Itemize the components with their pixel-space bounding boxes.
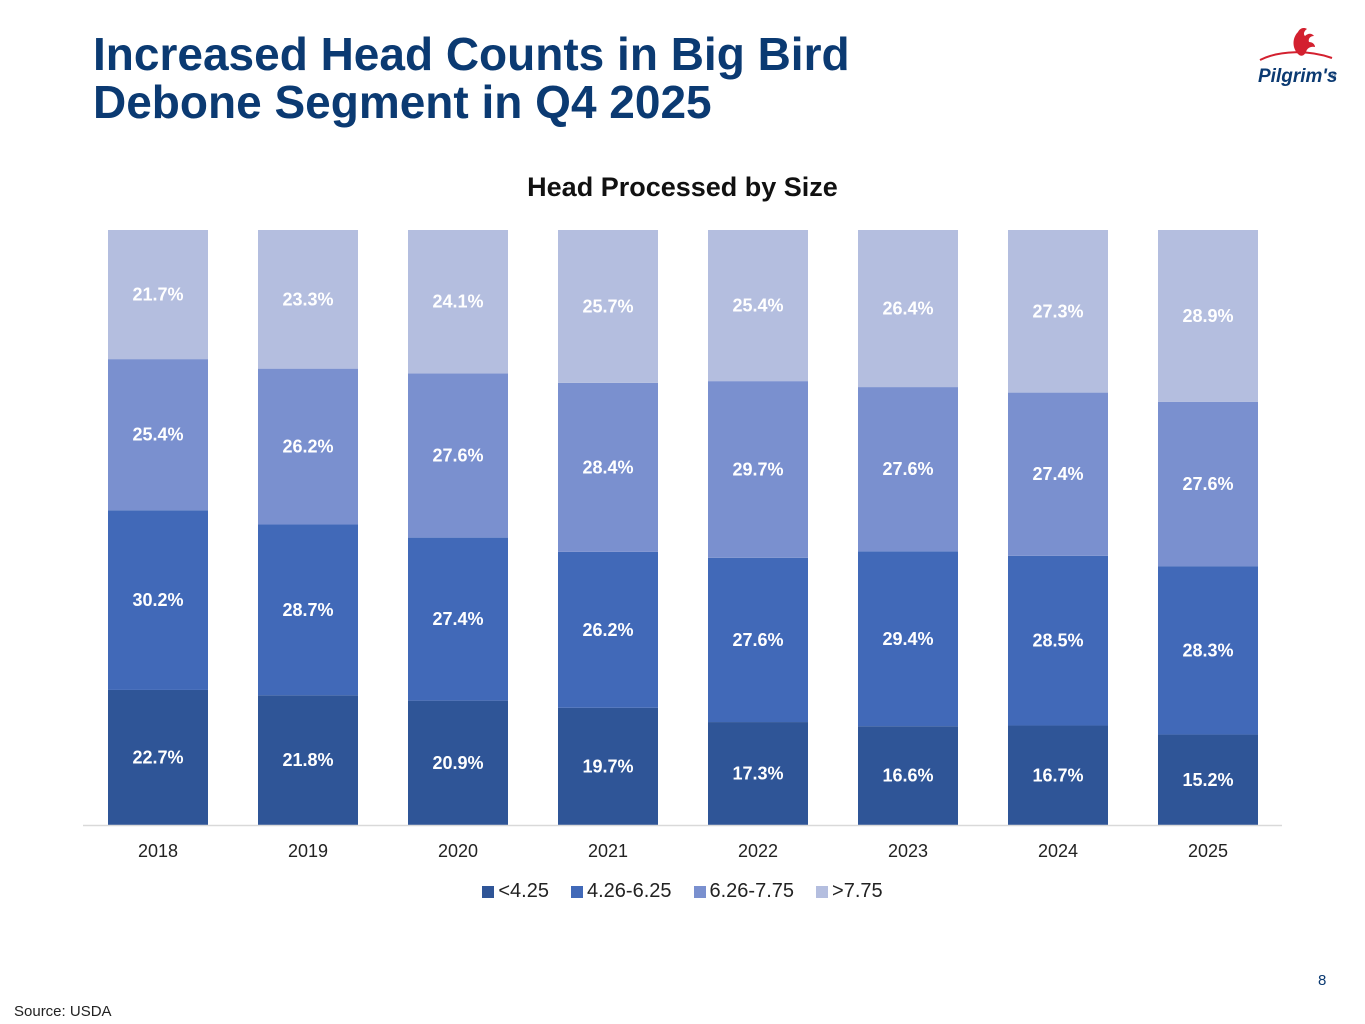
- chart-title: Head Processed by Size: [527, 172, 838, 202]
- slide-title-line-1: Increased Head Counts in Big Bird: [93, 28, 850, 80]
- legend-label: 4.26-6.25: [586, 880, 672, 902]
- chart-legend: <4.25 4.26-6.25 6.26-7.75 >7.75: [0, 880, 1365, 903]
- logo-wordmark: Pilgrim's: [1258, 66, 1338, 87]
- legend-swatch-icon: [482, 885, 495, 898]
- data-label: 27.6%: [432, 446, 483, 466]
- bar-2021-gt-7-75: [558, 230, 658, 383]
- bar-2020-4-26-6-25: [408, 537, 508, 701]
- pilgrims-logo: Pilgrim's ®: [1258, 28, 1338, 87]
- data-label: 26.2%: [282, 437, 333, 457]
- bar-2020-lt-4-25: [408, 700, 508, 825]
- slide-title: Increased Head Counts in Big Bird Debone…: [93, 30, 1093, 126]
- source-note: Source: USDA: [14, 1003, 112, 1020]
- bar-2023-4-26-6-25: [858, 551, 958, 727]
- bar-2025-6-26-7-75: [1158, 401, 1258, 567]
- data-label: 27.6%: [1182, 474, 1233, 494]
- data-label: 22.7%: [132, 747, 183, 767]
- x-tick-label: 2022: [738, 841, 778, 861]
- data-label: 19.7%: [582, 756, 633, 776]
- data-label: 23.3%: [282, 289, 333, 309]
- data-label: 27.6%: [882, 459, 933, 479]
- bar-2019-4-26-6-25: [258, 524, 358, 696]
- bar-2022-4-26-6-25: [708, 557, 808, 723]
- bar-2021-6-26-7-75: [558, 382, 658, 552]
- x-tick-label: 2025: [1188, 841, 1228, 861]
- data-label: 16.6%: [882, 766, 933, 786]
- bar-2023-6-26-7-75: [858, 387, 958, 552]
- bar-2018-4-26-6-25: [108, 510, 208, 690]
- bar-2023-gt-7-75: [858, 230, 958, 388]
- legend-item-4-26-6-25: 4.26-6.25: [570, 880, 672, 903]
- legend-item-lt-4-25: <4.25: [482, 880, 549, 903]
- legend-swatch-icon: [570, 885, 583, 898]
- x-tick-label: 2021: [588, 841, 628, 861]
- data-label: 21.7%: [132, 285, 183, 305]
- data-label: 27.3%: [1032, 301, 1083, 321]
- bar-2019-gt-7-75: [258, 230, 358, 369]
- legend-label: 6.26-7.75: [709, 880, 795, 902]
- bar-2025-4-26-6-25: [1158, 566, 1258, 735]
- slide-title-line-2: Debone Segment in Q4 2025: [93, 76, 712, 128]
- data-label: 25.4%: [132, 425, 183, 445]
- bar-2025-lt-4-25: [1158, 734, 1258, 825]
- bar-2020-gt-7-75: [408, 230, 508, 374]
- data-label: 30.2%: [132, 590, 183, 610]
- data-label: 15.2%: [1182, 770, 1233, 790]
- data-label: 28.5%: [1032, 631, 1083, 651]
- legend-item-6-26-7-75: 6.26-7.75: [693, 880, 795, 903]
- data-label: 29.4%: [882, 629, 933, 649]
- data-label: 27.4%: [432, 609, 483, 629]
- bar-2022-gt-7-75: [708, 230, 808, 382]
- x-tick-label: 2018: [138, 841, 178, 861]
- x-tick-label: 2019: [288, 841, 328, 861]
- legend-label: <4.25: [498, 880, 549, 902]
- page-number: 8: [1318, 972, 1327, 989]
- bar-2018-6-26-7-75: [108, 359, 208, 511]
- data-label: 28.7%: [282, 600, 333, 620]
- bar-2024-6-26-7-75: [1008, 392, 1108, 556]
- bar-2018-lt-4-25: [108, 689, 208, 825]
- data-label: 26.4%: [882, 299, 933, 319]
- bar-2019-6-26-7-75: [258, 368, 358, 525]
- data-label: 24.1%: [432, 292, 483, 312]
- data-label: 27.6%: [732, 630, 783, 650]
- bar-2023-lt-4-25: [858, 726, 958, 825]
- data-label: 25.4%: [732, 296, 783, 316]
- bar-2022-lt-4-25: [708, 722, 808, 825]
- data-label: 26.2%: [582, 620, 633, 640]
- data-label: 28.3%: [1182, 640, 1233, 660]
- data-label: 29.7%: [732, 459, 783, 479]
- bar-2022-6-26-7-75: [708, 381, 808, 558]
- legend-label: >7.75: [832, 880, 883, 902]
- bar-2021-lt-4-25: [558, 707, 658, 825]
- bar-2024-lt-4-25: [1008, 725, 1108, 825]
- bar-2024-gt-7-75: [1008, 230, 1108, 393]
- registered-mark: ®: [1331, 73, 1337, 81]
- x-tick-label: 2020: [438, 841, 478, 861]
- legend-swatch-icon: [693, 885, 706, 898]
- legend-item-gt-7-75: >7.75: [816, 880, 883, 903]
- x-tick-label: 2023: [888, 841, 928, 861]
- x-tick-label: 2024: [1038, 841, 1078, 861]
- bar-2018-gt-7-75: [108, 230, 208, 360]
- data-label: 21.8%: [282, 750, 333, 770]
- legend-swatch-icon: [816, 885, 829, 898]
- data-label: 16.7%: [1032, 765, 1083, 785]
- data-label: 17.3%: [732, 764, 783, 784]
- bar-2020-6-26-7-75: [408, 373, 508, 538]
- data-label: 28.4%: [582, 457, 633, 477]
- bar-2024-4-26-6-25: [1008, 555, 1108, 726]
- rooster-icon: [1259, 28, 1333, 61]
- bar-2025-gt-7-75: [1158, 230, 1258, 402]
- data-label: 28.9%: [1182, 306, 1233, 326]
- bar-2021-4-26-6-25: [558, 551, 658, 708]
- bar-2019-lt-4-25: [258, 695, 358, 825]
- data-label: 25.7%: [582, 296, 633, 316]
- data-label: 27.4%: [1032, 464, 1083, 484]
- data-label: 20.9%: [432, 753, 483, 773]
